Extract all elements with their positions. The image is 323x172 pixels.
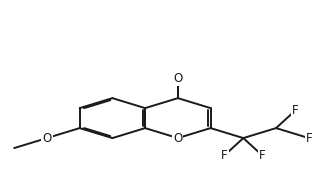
Text: O: O xyxy=(173,132,182,145)
Text: O: O xyxy=(173,72,182,85)
Text: O: O xyxy=(42,132,52,145)
Text: F: F xyxy=(306,132,312,145)
Text: F: F xyxy=(221,149,228,162)
Text: F: F xyxy=(292,104,298,117)
Text: F: F xyxy=(259,149,266,162)
